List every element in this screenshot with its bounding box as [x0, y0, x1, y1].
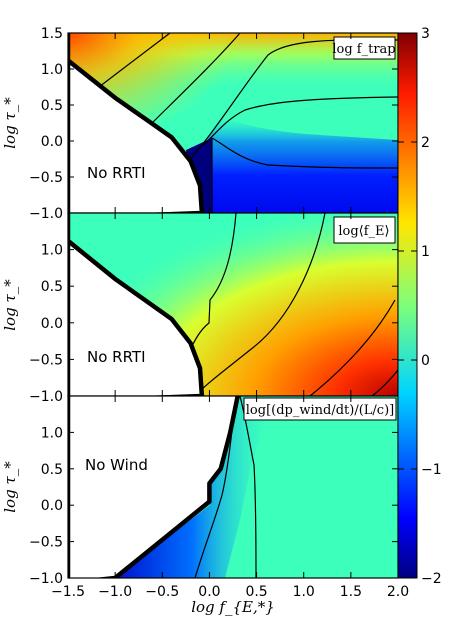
panel-title: log f_trap: [332, 42, 395, 57]
panel-title-box: log f_trap: [332, 36, 396, 60]
y-tick-label: −1.0: [29, 571, 63, 587]
panel-1-blue-well: [195, 118, 398, 213]
y-tick-label: −1.0: [29, 206, 63, 222]
contour-line: [309, 299, 396, 396]
no-wind-region: [68, 396, 240, 578]
contour-line: [194, 213, 326, 396]
panel-title-box: log[(dp_wind/dt)/(L/c)]: [243, 397, 397, 421]
y-axis-label: log τ_*: [1, 97, 19, 149]
panel-title: log[(dp_wind/dt)/(L/c)]: [246, 403, 394, 418]
x-axis: −1.5 −1.0 −0.5 0.0 0.5 1.0 1.5 2.0: [51, 33, 409, 600]
x-tick-label: 1.0: [293, 584, 315, 600]
panel-3-blue-edge: [115, 396, 270, 578]
x-tick-label: −1.5: [51, 584, 85, 600]
y-tick-label: −0.5: [29, 535, 63, 551]
no-rrti-region: [68, 33, 205, 213]
contour-line: [144, 33, 241, 131]
x-tick-label: 0.0: [198, 584, 220, 600]
colorbar-tick-label: 3: [421, 26, 430, 42]
region-label: No RRTI: [87, 348, 146, 366]
x-tick-label: −0.5: [145, 584, 179, 600]
y-tick-label: −1.0: [29, 389, 63, 405]
y-axis-label: log τ_*: [1, 279, 19, 331]
region-label: No RRTI: [87, 164, 146, 182]
y-tick-label: −0.5: [29, 170, 63, 186]
y-tick-label: 1.5: [41, 26, 63, 42]
y-tick-label: 0.5: [41, 462, 63, 478]
no-rrti-region: [68, 213, 205, 396]
colorbar-tick-label: −1: [421, 462, 442, 478]
colorbar-tick-label: 1: [421, 244, 430, 260]
y-axes: 1.5 1.0 0.5 0.0 −0.5 −1.0 1.0 0.5 0.0 −0.5 −1.0 1.0…: [29, 26, 398, 587]
colorbar-ticks: −2 −1 0 1 2 3: [398, 26, 442, 587]
contour-line: [189, 213, 237, 351]
panel-2: No RRTI log⟨f_E⟩: [67, 212, 399, 397]
x-tick-label: 2.0: [387, 584, 409, 600]
panel-title-box: log⟨f_E⟩: [333, 216, 396, 244]
x-axis-label: log f_{E,*}: [191, 598, 275, 616]
y-tick-label: 1.0: [41, 62, 63, 78]
contour-line: [211, 137, 398, 169]
panel-1: No RRTI log f_trap: [67, 32, 399, 214]
x-tick-label: 1.5: [340, 584, 362, 600]
x-tick-label: −1.0: [98, 584, 132, 600]
y-tick-label: −0.5: [29, 352, 63, 368]
y-tick-label: 0.0: [41, 498, 63, 514]
panel-3: No Wind log[(dp_wind/dt)/(L/c)]: [67, 395, 399, 579]
y-tick-label: 0.5: [41, 98, 63, 114]
colorbar-tick-label: 2: [421, 135, 430, 151]
region-label: No Wind: [85, 456, 148, 474]
y-tick-label: 1.0: [41, 425, 63, 441]
x-tick-label: 0.5: [245, 584, 267, 600]
colorbar: −2 −1 0 1 2 3: [397, 26, 442, 587]
contour-line: [371, 369, 398, 396]
y-tick-label: 1.0: [41, 243, 63, 259]
y-tick-label: 0.5: [41, 279, 63, 295]
y-tick-label: 0.0: [41, 316, 63, 332]
colorbar-tick-label: 0: [421, 353, 430, 369]
y-tick-label: 0.0: [41, 134, 63, 150]
panel-title: log⟨f_E⟩: [338, 224, 389, 239]
contour-line: [94, 33, 171, 91]
colorbar-tick-label: −2: [421, 571, 442, 587]
contour-line: [202, 96, 398, 146]
y-axis-label: log τ_*: [1, 461, 19, 513]
colorbar-gradient: [397, 32, 418, 579]
